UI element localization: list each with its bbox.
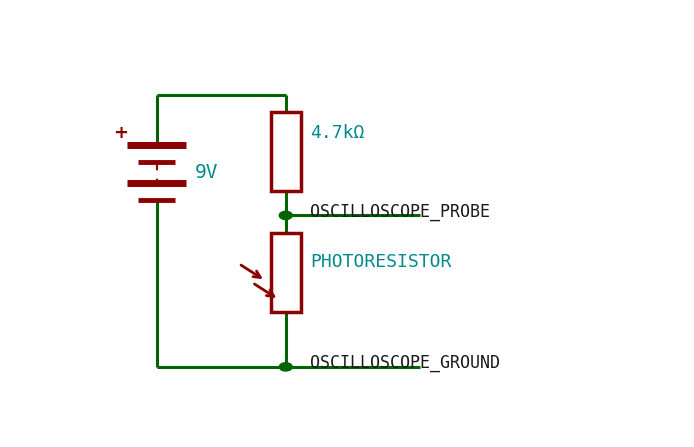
- Circle shape: [279, 363, 292, 371]
- Text: OSCILLOSCOPE_GROUND: OSCILLOSCOPE_GROUND: [310, 354, 500, 372]
- Text: PHOTORESISTOR: PHOTORESISTOR: [310, 253, 452, 271]
- Bar: [271, 232, 301, 312]
- Circle shape: [279, 211, 292, 219]
- Bar: [271, 112, 301, 191]
- Text: +: +: [113, 124, 128, 142]
- Text: 4.7kΩ: 4.7kΩ: [310, 124, 364, 142]
- Text: OSCILLOSCOPE_PROBE: OSCILLOSCOPE_PROBE: [310, 203, 490, 221]
- Text: 9V: 9V: [194, 163, 218, 182]
